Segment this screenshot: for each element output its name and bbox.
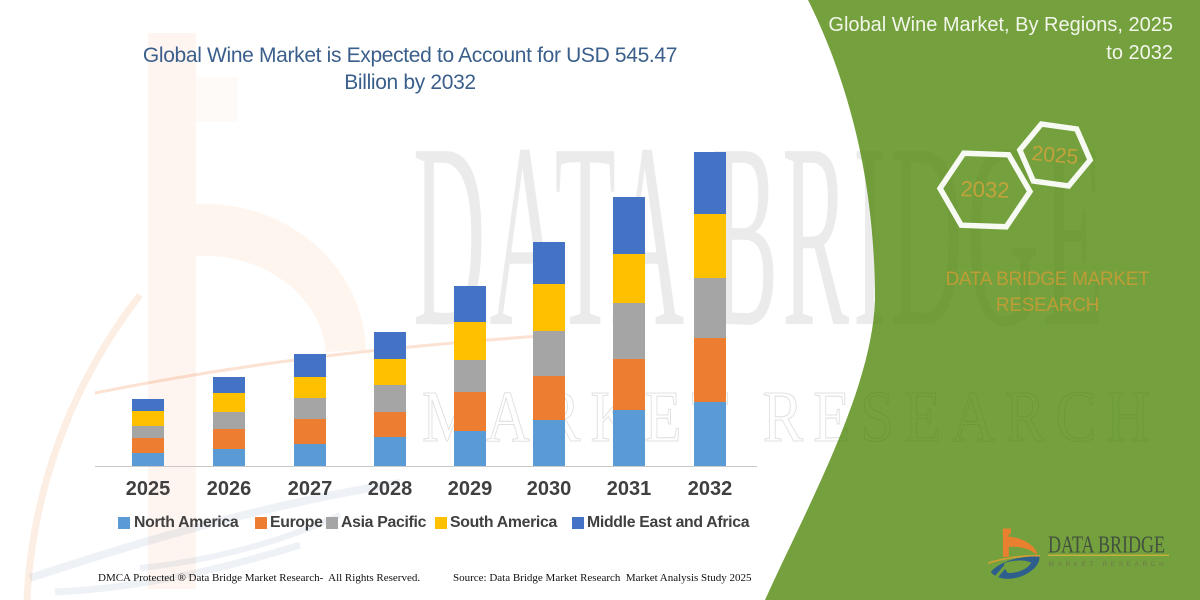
svg-text:2025: 2025 xyxy=(1031,142,1080,169)
svg-text:2032: 2032 xyxy=(960,176,1010,203)
svg-text:MARKET RESEARCH: MARKET RESEARCH xyxy=(1049,561,1168,568)
svg-text:DATA BRIDGE: DATA BRIDGE xyxy=(1048,533,1165,559)
svg-text:MARKET RESEARCH: MARKET RESEARCH xyxy=(422,376,1160,457)
